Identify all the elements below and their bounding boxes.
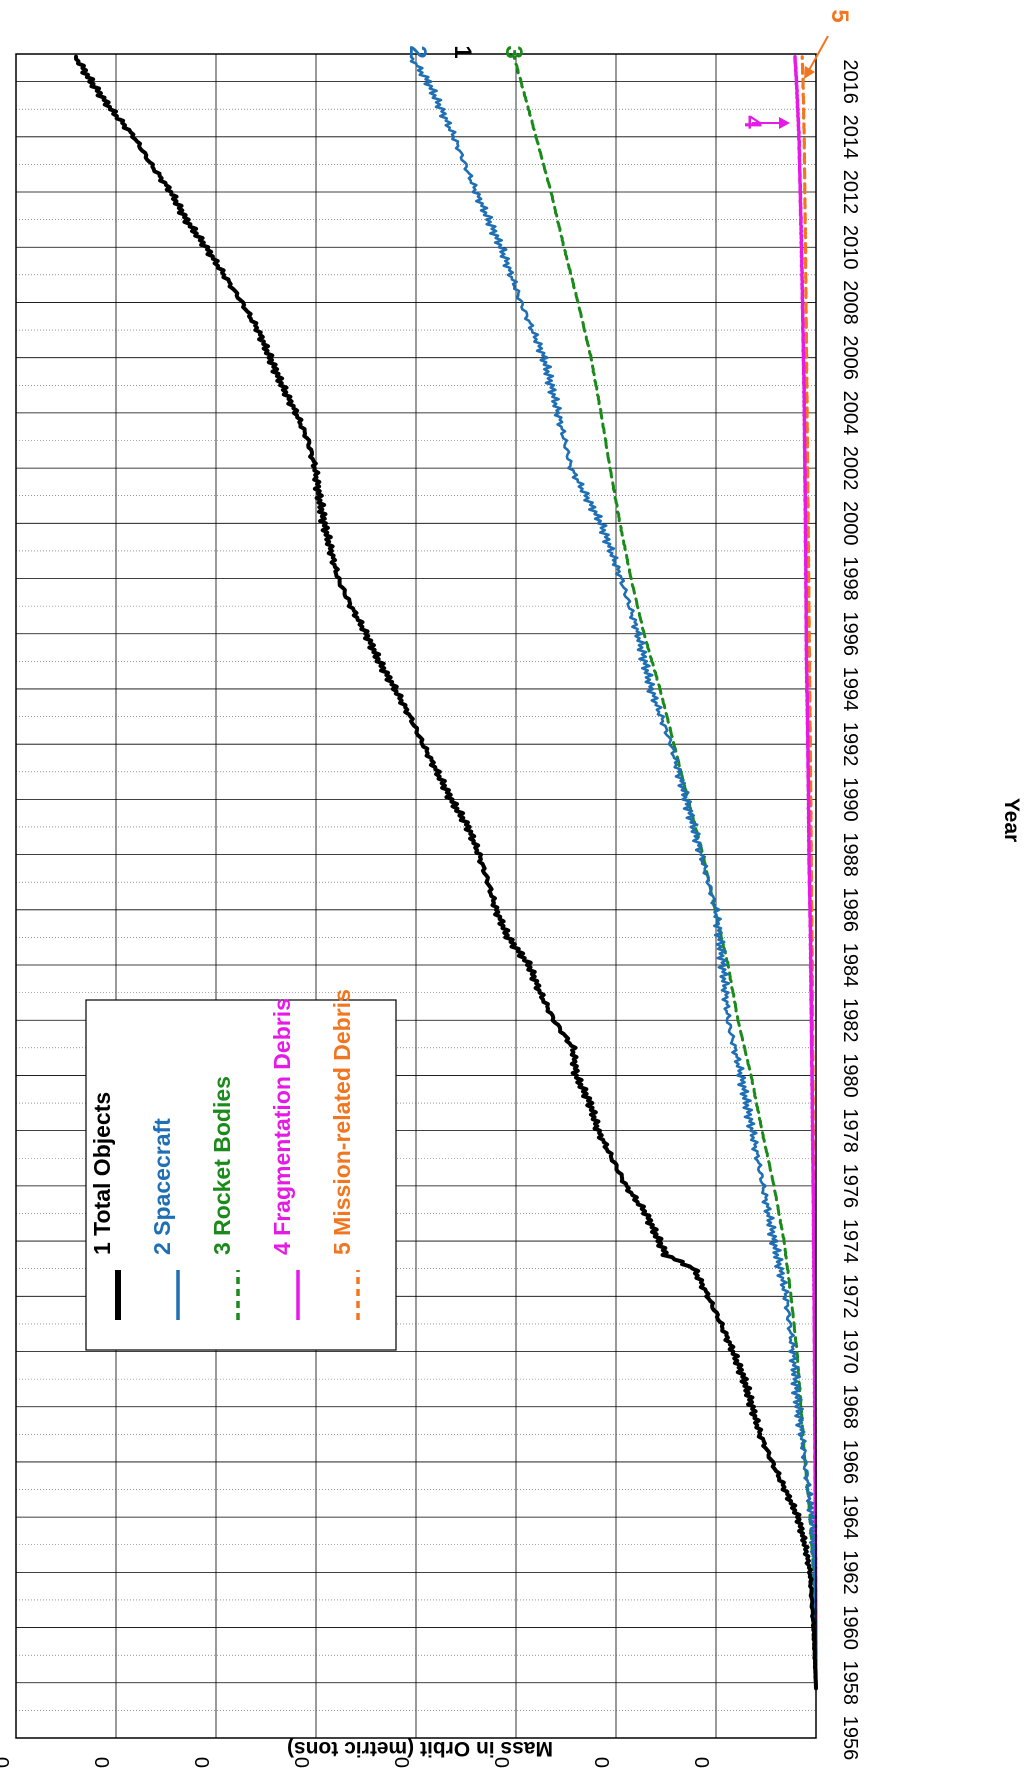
- year-tick-label: 1996: [839, 611, 861, 656]
- year-axis-title: Year: [1000, 798, 1023, 842]
- year-tick-label: 2012: [839, 170, 861, 215]
- legend-label-4: 4 Fragmentation Debris: [269, 998, 295, 1255]
- legend-box: [85, 999, 397, 1351]
- callout-4-arrowhead: [779, 117, 790, 129]
- mass-tick-label: 8000.0: [0, 1757, 14, 1769]
- series-line-fragmentation-debris: [793, 55, 818, 1691]
- year-tick-label: 1986: [839, 888, 861, 933]
- year-tick-label: 1976: [839, 1164, 861, 1209]
- year-tick-label: 2006: [839, 335, 861, 380]
- year-tick-label: 1994: [839, 667, 861, 712]
- year-tick-label: 1958: [839, 1661, 861, 1706]
- mass-tick-label: 5000.0: [292, 1757, 314, 1769]
- mass-tick-label: 4000.0: [392, 1757, 414, 1769]
- legend-label-2: 2 Spacecraft: [149, 1118, 175, 1255]
- callout-5: 5: [826, 9, 853, 22]
- year-tick-label: 1960: [839, 1605, 861, 1650]
- callout-5-arrowhead: [804, 66, 815, 79]
- plot-border: [15, 53, 817, 1739]
- year-tick-label: 2004: [839, 391, 861, 436]
- year-tick-label: 1978: [839, 1108, 861, 1153]
- series-line-rocket-bodies: [512, 55, 818, 1690]
- year-tick-label: 1956: [839, 1716, 861, 1761]
- mass-tick-label: 2000.0: [592, 1757, 614, 1769]
- year-tick-label: 1990: [839, 777, 861, 822]
- mass-tick-label: 7000.0: [92, 1757, 114, 1769]
- year-tick-label: 1998: [839, 556, 861, 601]
- year-tick-label: 2008: [839, 280, 861, 325]
- grid-lines: [15, 53, 817, 1739]
- callouts: 1 2 3 4 5: [404, 9, 853, 129]
- year-tick-label: 1972: [839, 1274, 861, 1319]
- callout-5-arrow: [807, 35, 829, 73]
- series-line-total-objects: [74, 54, 818, 1691]
- mass-tick-label: 6000.0: [192, 1757, 214, 1769]
- year-tick-label: 1964: [839, 1495, 861, 1540]
- legend: 1 Total Objects 2 Spacecraft 3 Rocket Bodi…: [85, 989, 397, 1351]
- year-tick-label: 2000: [839, 501, 861, 546]
- mass-tick-label: 1000.0: [692, 1757, 714, 1769]
- year-tick-label: 2002: [839, 446, 861, 491]
- year-tick-label: 1984: [839, 943, 861, 988]
- year-tick-label: 1970: [839, 1329, 861, 1374]
- series-group: [74, 54, 818, 1691]
- year-tick-label: 2014: [839, 115, 861, 160]
- year-tick-label: 1982: [839, 998, 861, 1043]
- legend-label-1: 1 Total Objects: [89, 1092, 115, 1255]
- year-tick-label: 1968: [839, 1384, 861, 1429]
- series-line-spacecraft: [409, 55, 818, 1690]
- year-tick-label: 2010: [839, 225, 861, 270]
- year-tick-label: 1974: [839, 1219, 861, 1264]
- callout-2: 2: [404, 45, 431, 58]
- year-tick-label: 1966: [839, 1440, 861, 1485]
- year-tick-labels: 1956 1958 1960 1962 1964 1966 1968 1970 1972 1974…: [839, 59, 861, 1760]
- legend-label-3: 3 Rocket Bodies: [209, 1076, 235, 1255]
- year-tick-label: 2016: [839, 59, 861, 104]
- year-tick-label: 1962: [839, 1550, 861, 1595]
- year-tick-label: 1988: [839, 832, 861, 877]
- mass-tick-labels: 0.01000.02000.03000.04000.05000.06000.07…: [0, 1757, 714, 1769]
- year-tick-label: 1980: [839, 1053, 861, 1098]
- callout-3: 3: [500, 45, 527, 58]
- callout-1: 1: [449, 45, 476, 58]
- mass-tick-label: 3000.0: [492, 1757, 514, 1769]
- legend-label-5: 5 Mission-related Debris: [329, 989, 355, 1255]
- year-tick-label: 1992: [839, 722, 861, 767]
- mass-axis-title: Mass in Orbit (metric tons): [287, 1737, 553, 1760]
